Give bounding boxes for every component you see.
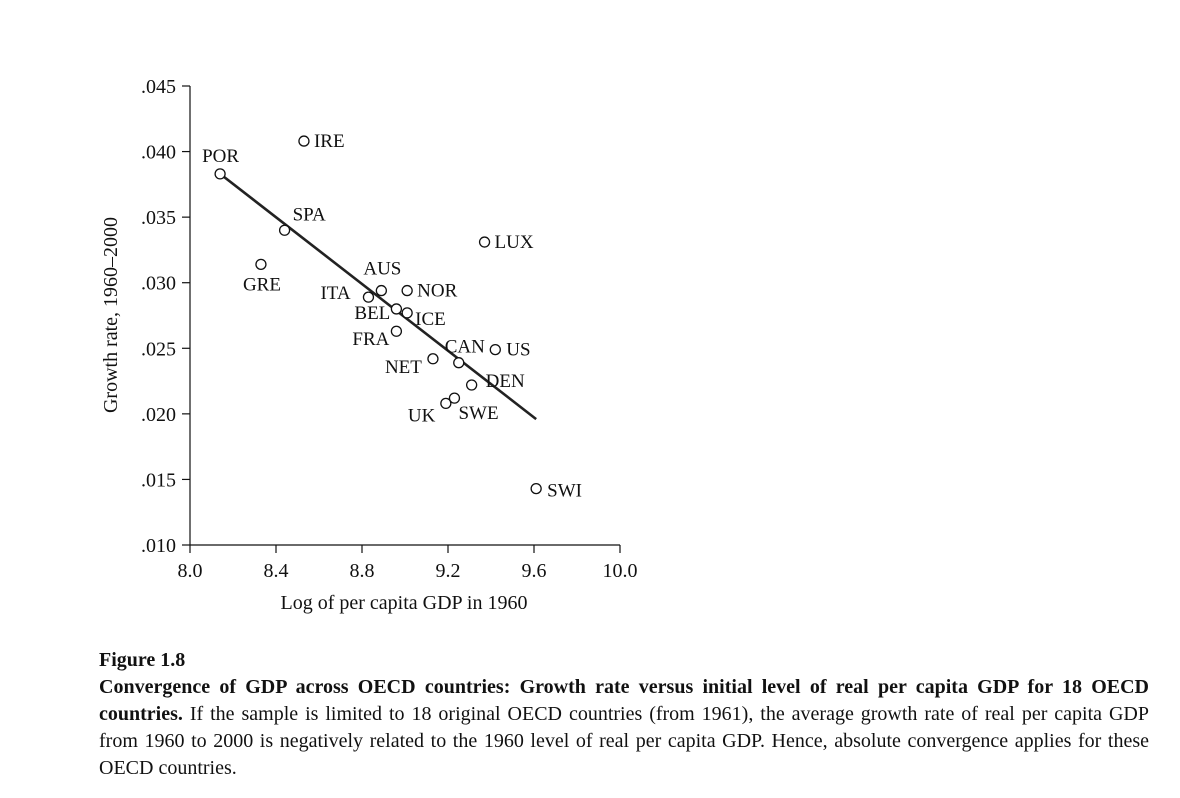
y-axis-label: Growth rate, 1960–2000: [100, 217, 122, 413]
point-marker: [465, 379, 478, 391]
y-tick-label: .015: [141, 469, 176, 491]
figure-label: Figure 1.8: [99, 649, 186, 671]
point-marker: [427, 353, 439, 365]
point-label: IRE: [314, 131, 345, 152]
y-tick-label: .045: [141, 76, 176, 98]
point-label: SWE: [458, 403, 498, 424]
points-group: POR IRE SPA GRE LUX ITA AUS NOR BEL ICE FRA NET CAN U…: [202, 131, 582, 502]
point-marker: [478, 236, 491, 248]
y-tick-label: .035: [141, 207, 176, 229]
point-marker: [390, 325, 403, 337]
point-label: ICE: [415, 309, 446, 330]
point-marker: [298, 135, 310, 147]
x-tick-label: 8.4: [264, 560, 289, 582]
caption-body: If the sample is limited to 18 original …: [99, 703, 1149, 779]
x-tick-label: 8.0: [178, 560, 203, 582]
point-label: SWI: [547, 481, 582, 502]
point-marker: [278, 224, 291, 236]
y-tick-label: .030: [141, 273, 176, 295]
fit-line-group: [219, 172, 537, 421]
x-tick-label: 9.6: [522, 560, 547, 582]
y-tick-label: .040: [141, 142, 176, 164]
x-tick-label: 9.2: [436, 560, 461, 582]
point-marker: [453, 357, 465, 369]
x-tick-label: 10.0: [603, 560, 638, 582]
point-label: POR: [202, 146, 239, 167]
point-marker: [362, 291, 375, 303]
point-label: CAN: [445, 337, 485, 358]
point-marker: [214, 168, 226, 180]
point-marker: [440, 397, 452, 410]
y-tick-label: .025: [141, 338, 176, 360]
point-marker: [401, 307, 413, 319]
point-label: ITA: [320, 283, 350, 304]
scatter-chart: .010 .015 .020 .025 .030 .035 .040 .045 8.0 8.4 8.…: [100, 76, 638, 614]
point-label: GRE: [243, 274, 281, 295]
caption-title: Convergence of GDP across OECD countries…: [99, 676, 1149, 725]
y-tick-label: .010: [141, 535, 176, 557]
point-marker: [375, 284, 388, 297]
point-label: NET: [385, 357, 422, 378]
point-marker: [530, 482, 542, 495]
point-label: LUX: [495, 232, 534, 253]
point-label: NOR: [417, 281, 457, 302]
point-marker: [448, 392, 461, 404]
point-label: AUS: [363, 259, 401, 280]
fit-line: [219, 172, 537, 421]
point-label: UK: [408, 405, 436, 426]
point-label: US: [506, 340, 530, 361]
point-marker: [401, 284, 413, 297]
point-label: SPA: [293, 204, 326, 225]
y-tick-label: .020: [141, 404, 176, 426]
point-marker: [489, 343, 501, 356]
axes: .010 .015 .020 .025 .030 .035 .040 .045 8.0 8.4 8.…: [141, 76, 638, 582]
point-label: BEL: [354, 303, 390, 324]
point-marker: [255, 258, 267, 271]
point-label: DEN: [486, 371, 525, 392]
x-axis-label: Log of per capita GDP in 1960: [281, 592, 528, 614]
x-tick-label: 8.8: [350, 560, 375, 582]
point-label: FRA: [352, 329, 389, 350]
point-marker: [390, 303, 403, 315]
figure-caption: Figure 1.8 Convergence of GDP across OEC…: [99, 647, 1149, 782]
